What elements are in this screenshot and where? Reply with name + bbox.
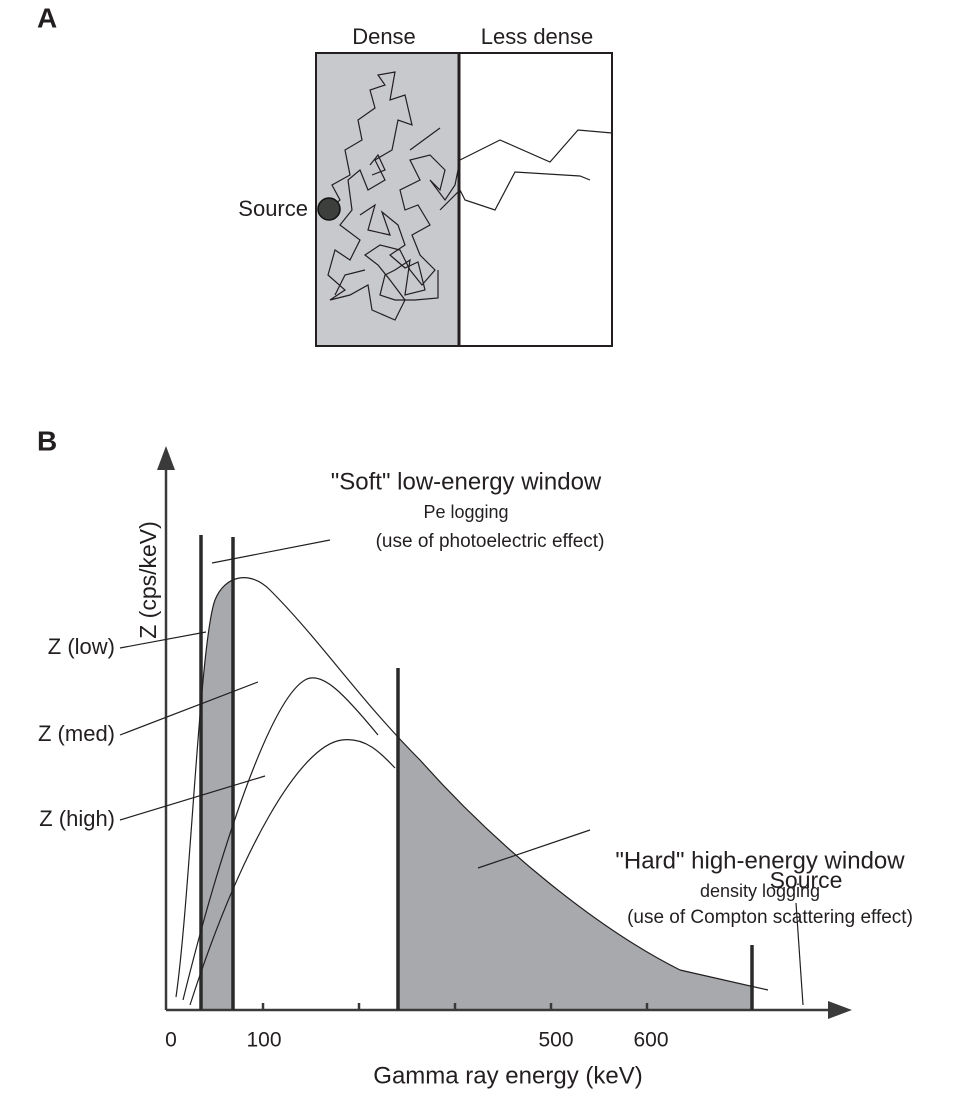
curve-med — [182, 677, 379, 1001]
source-label: Source — [770, 867, 843, 893]
leader — [119, 681, 259, 736]
curve-label: Z (high) — [39, 806, 115, 831]
less-dense-label: Less dense — [481, 24, 594, 49]
y-axis-label: Z (cps/keV) — [135, 521, 161, 639]
leader — [211, 539, 331, 564]
hard-note: (use of Compton scattering effect) — [627, 907, 913, 928]
curve-label: Z (med) — [38, 721, 115, 746]
x-tick-label: 600 — [633, 1029, 668, 1052]
leader — [119, 775, 266, 821]
source-dot — [317, 197, 341, 221]
x-axis-label: Gamma ray energy (keV) — [373, 1062, 642, 1089]
x-tick-label: 0 — [165, 1029, 177, 1052]
x-tick-label: 500 — [538, 1029, 573, 1052]
curve-high — [189, 739, 396, 1006]
random-walk — [334, 127, 591, 301]
source-label: Source — [238, 196, 308, 221]
leader — [119, 631, 207, 649]
window-shading — [201, 577, 752, 1010]
random-walk — [327, 71, 613, 321]
arrow — [828, 1001, 852, 1019]
panel-label: A — [37, 2, 57, 33]
box — [315, 52, 613, 347]
dense-label: Dense — [352, 24, 416, 49]
arrow — [157, 446, 175, 470]
curve-low — [175, 577, 769, 998]
leader — [477, 829, 591, 869]
dense-region — [316, 53, 459, 346]
curve-label: Z (low) — [48, 634, 115, 659]
x-ticks — [261, 1003, 649, 1010]
soft-title: "Soft" low-energy window — [331, 468, 602, 495]
hard-title: "Hard" high-energy window — [615, 847, 905, 874]
leader — [795, 902, 804, 1006]
soft-note: (use of photoelectric effect) — [376, 531, 605, 552]
x-tick-label: 100 — [246, 1029, 281, 1052]
panel-label: B — [37, 425, 57, 456]
soft-subtitle: Pe logging — [423, 502, 508, 522]
hard-subtitle: density logging — [700, 881, 820, 901]
